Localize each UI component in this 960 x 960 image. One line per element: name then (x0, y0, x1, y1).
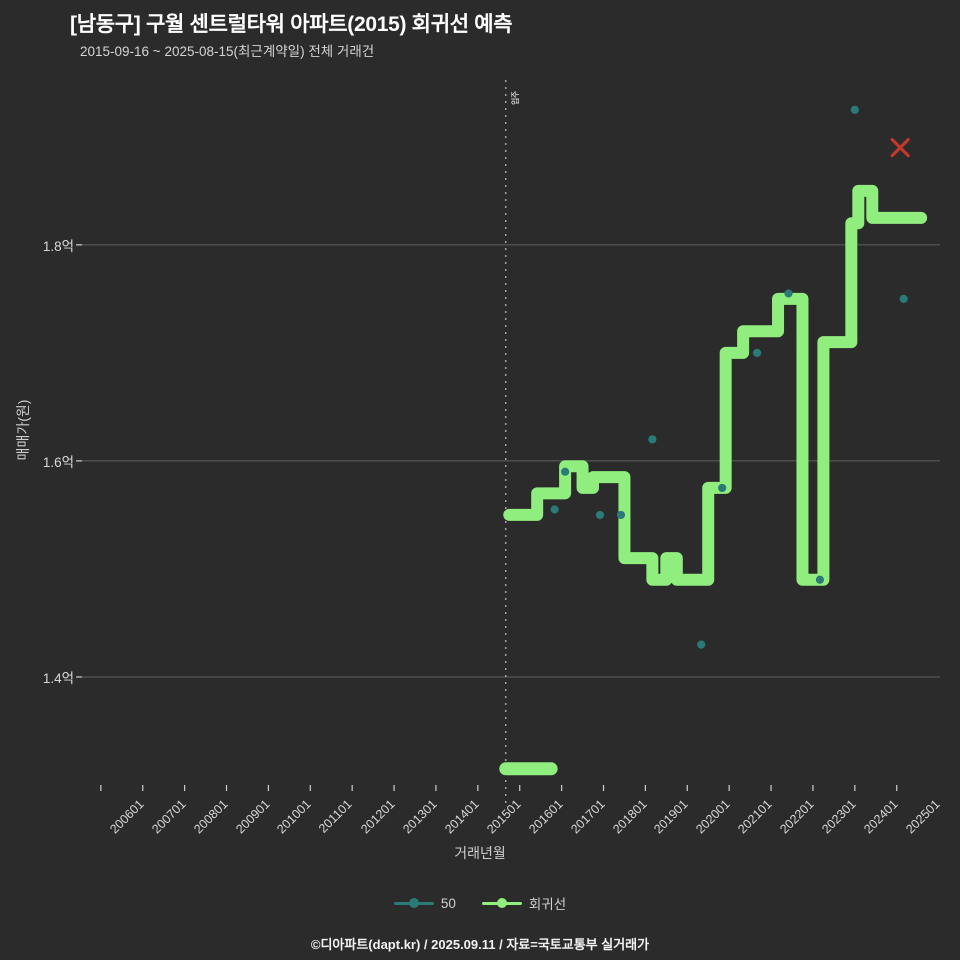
y-tick-label-1: 1.6억 (42, 454, 74, 470)
scatter-point-0[interactable] (550, 505, 559, 514)
scatter-point-5[interactable] (697, 640, 706, 649)
scatter-point-10[interactable] (850, 105, 859, 114)
y-axis-label: 매매가(원) (15, 399, 31, 461)
legend-label-regression: 회귀선 (528, 897, 567, 912)
legend-item-scatter[interactable]: 50 (393, 895, 456, 911)
chart-legend: 50 회귀선 (0, 893, 960, 913)
chart-subtitle: 2015-09-16 ~ 2025-08-15(최근계약일) 전체 거래건 (80, 44, 375, 59)
legend-item-regression[interactable]: 회귀선 (481, 893, 567, 913)
prediction-x-marker-0[interactable] (890, 138, 910, 158)
legend-swatch-scatter-icon (393, 897, 434, 909)
scatter-point-2[interactable] (595, 510, 605, 520)
legend-swatch-regression-icon (481, 897, 522, 909)
chart-title: [남동구] 구월 센트럴타워 아파트(2015) 회귀선 예측 (70, 13, 513, 36)
scatter-point-6[interactable] (718, 483, 727, 493)
scatter-point-7[interactable] (752, 348, 762, 357)
scatter-point-9[interactable] (815, 575, 825, 584)
scatter-point-4[interactable] (648, 435, 657, 444)
regression-line (503, 184, 928, 586)
y-tick-label-0: 1.8억 (42, 238, 74, 254)
scatter-point-11[interactable] (899, 294, 908, 303)
scatter-point-3[interactable] (616, 510, 626, 520)
move-in-label: 입주 (510, 91, 520, 105)
legend-label-scatter: 50 (440, 895, 456, 911)
y-tick-label-2: 1.4억 (42, 670, 74, 686)
footer-credit: ©디아파트(dapt.kr) / 2025.09.11 / 자료=국토교통부 실… (310, 937, 650, 952)
scatter-point-1[interactable] (561, 467, 570, 476)
x-axis-label: 거래년월 (454, 845, 506, 861)
scatter-point-8[interactable] (784, 289, 793, 298)
